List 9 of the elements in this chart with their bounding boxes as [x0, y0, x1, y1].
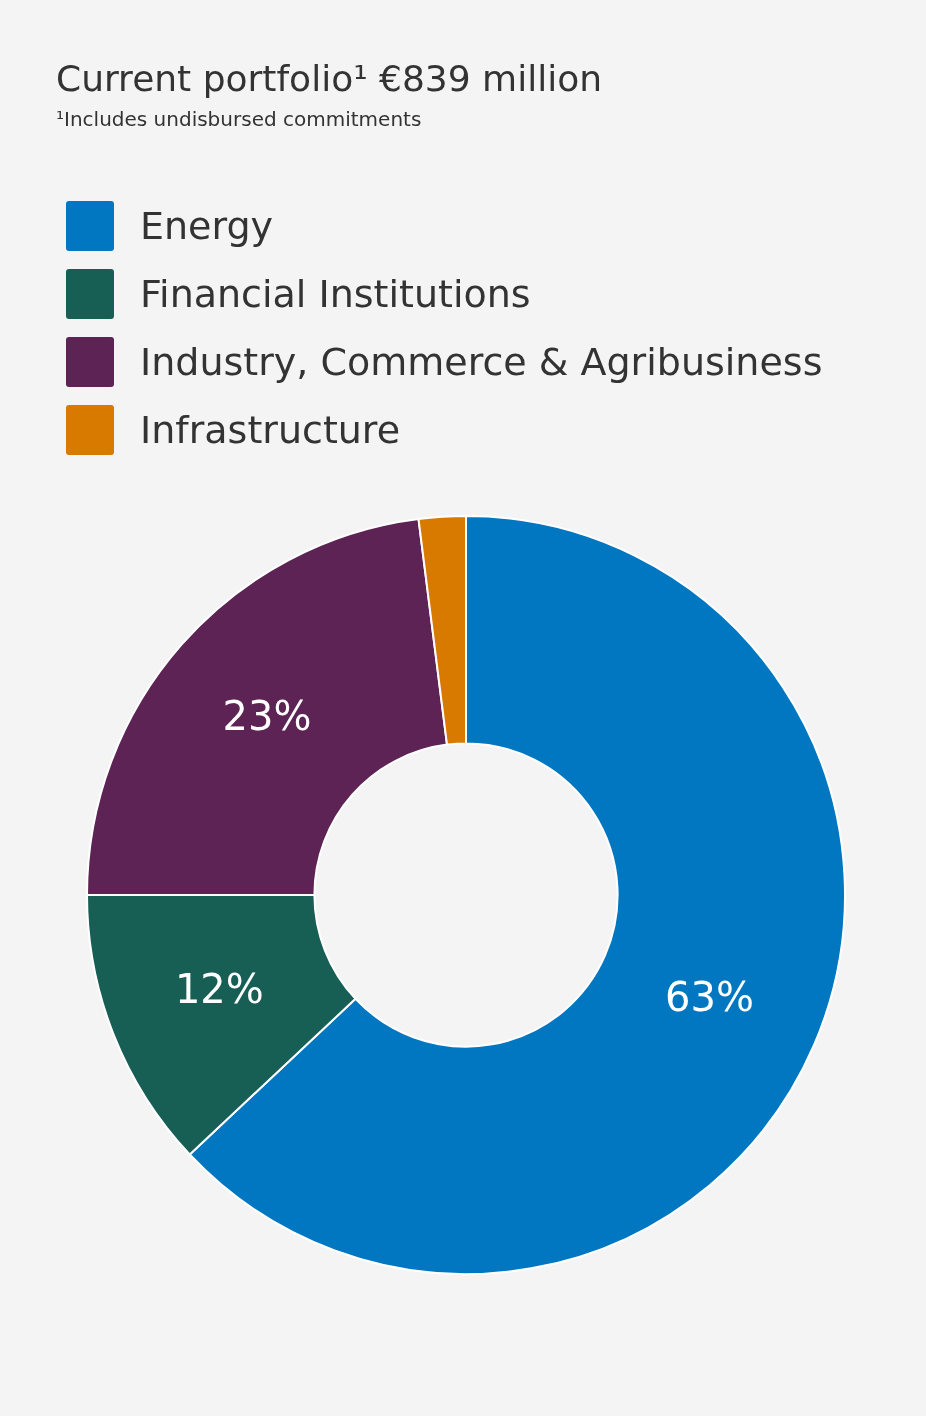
legend-label: Industry, Commerce & Agribusiness — [140, 340, 823, 384]
chart-title: Current portfolio¹ €839 million — [56, 58, 604, 99]
data-label: 63% — [665, 973, 754, 1020]
chart-subtitle: ¹Includes undisbursed commitments — [56, 107, 423, 131]
legend-label: Infrastructure — [140, 408, 401, 452]
legend-label: Financial Institutions — [140, 272, 531, 316]
data-label: 23% — [222, 692, 312, 739]
data-label: 12% — [174, 966, 264, 1013]
legend-label: Energy — [140, 204, 274, 248]
